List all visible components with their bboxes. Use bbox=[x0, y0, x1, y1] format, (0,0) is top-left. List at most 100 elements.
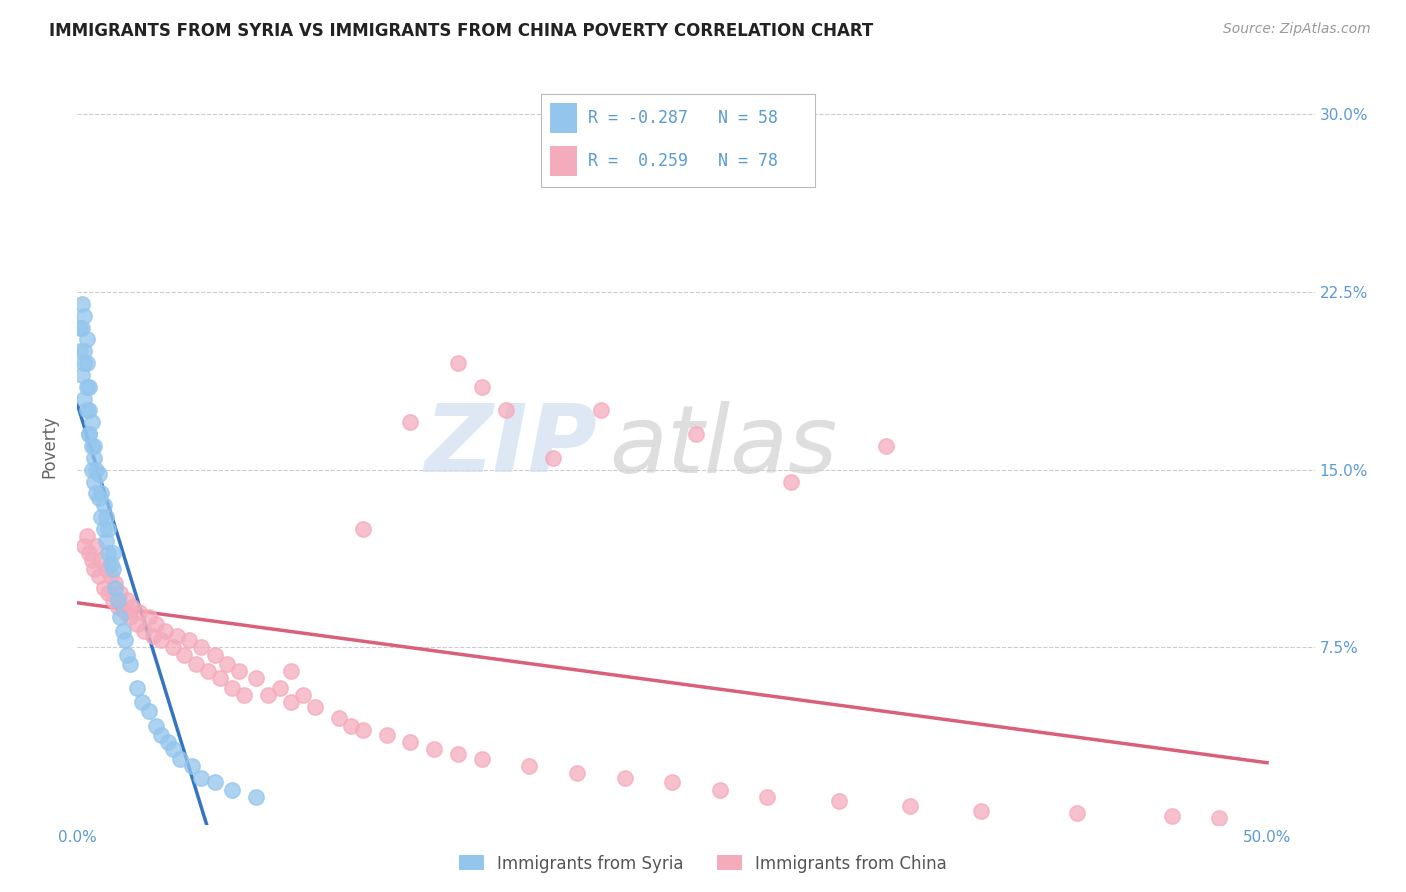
Point bbox=[80, 415, 103, 429]
Point bbox=[97, 586, 120, 600]
Point bbox=[280, 695, 302, 709]
Point bbox=[77, 403, 100, 417]
Point bbox=[162, 640, 184, 655]
Text: R = -0.287   N = 58: R = -0.287 N = 58 bbox=[588, 109, 778, 127]
Point bbox=[77, 427, 100, 442]
Point bbox=[145, 718, 167, 732]
Point bbox=[108, 609, 131, 624]
Point bbox=[162, 742, 184, 756]
Point bbox=[228, 664, 250, 678]
Point bbox=[328, 711, 350, 725]
Point bbox=[73, 392, 96, 406]
Point bbox=[117, 648, 139, 662]
Point bbox=[155, 624, 177, 638]
Point bbox=[80, 463, 103, 477]
FancyBboxPatch shape bbox=[550, 103, 576, 133]
Point bbox=[80, 439, 103, 453]
Point bbox=[245, 671, 267, 685]
Point bbox=[541, 450, 564, 465]
Point bbox=[131, 695, 153, 709]
Point bbox=[179, 633, 201, 648]
Point bbox=[94, 562, 117, 576]
Point bbox=[128, 605, 150, 619]
Point bbox=[898, 799, 921, 814]
Point bbox=[447, 747, 470, 761]
Point bbox=[108, 586, 131, 600]
Point bbox=[69, 320, 91, 334]
Point bbox=[101, 593, 124, 607]
Point bbox=[447, 356, 470, 370]
Point bbox=[90, 552, 112, 567]
Point bbox=[70, 320, 93, 334]
Point bbox=[138, 609, 160, 624]
Point bbox=[118, 609, 141, 624]
Point bbox=[83, 475, 105, 489]
Point bbox=[256, 688, 278, 702]
Y-axis label: Poverty: Poverty bbox=[41, 415, 59, 477]
Point bbox=[471, 752, 494, 766]
Point bbox=[1160, 808, 1182, 822]
Point bbox=[875, 439, 897, 453]
Point bbox=[149, 728, 172, 742]
Point bbox=[125, 616, 148, 631]
Point bbox=[77, 380, 100, 394]
Point bbox=[104, 581, 127, 595]
Point bbox=[169, 752, 191, 766]
Point bbox=[375, 728, 398, 742]
Point bbox=[69, 344, 91, 359]
Point bbox=[756, 789, 779, 804]
Point bbox=[118, 657, 141, 671]
Point bbox=[142, 628, 165, 642]
Point bbox=[93, 498, 115, 512]
Point bbox=[519, 759, 541, 773]
Point bbox=[156, 735, 179, 749]
Point bbox=[107, 600, 129, 615]
Point bbox=[100, 569, 122, 583]
Point bbox=[94, 533, 117, 548]
Point bbox=[114, 633, 136, 648]
FancyBboxPatch shape bbox=[550, 146, 576, 176]
Point bbox=[87, 569, 110, 583]
Point bbox=[86, 539, 108, 553]
Point bbox=[204, 648, 226, 662]
Text: R =  0.259   N = 78: R = 0.259 N = 78 bbox=[588, 153, 778, 170]
Point bbox=[685, 427, 707, 442]
Point bbox=[589, 403, 612, 417]
Text: atlas: atlas bbox=[609, 401, 838, 491]
Point bbox=[77, 427, 100, 442]
Point bbox=[145, 616, 167, 631]
Point bbox=[101, 546, 124, 560]
Point bbox=[209, 671, 232, 685]
Point bbox=[125, 681, 148, 695]
Point bbox=[76, 356, 98, 370]
Point bbox=[121, 600, 143, 615]
Point bbox=[197, 664, 219, 678]
Point bbox=[970, 804, 993, 818]
Point bbox=[97, 546, 120, 560]
Point bbox=[471, 380, 494, 394]
Point bbox=[221, 681, 243, 695]
Point bbox=[1066, 806, 1088, 821]
Point bbox=[204, 775, 226, 789]
Point bbox=[101, 562, 124, 576]
Point bbox=[709, 782, 731, 797]
Point bbox=[76, 380, 98, 394]
Point bbox=[70, 297, 93, 311]
Point bbox=[73, 309, 96, 323]
Point bbox=[87, 491, 110, 505]
Point bbox=[90, 486, 112, 500]
Point bbox=[111, 624, 134, 638]
Point bbox=[340, 718, 363, 732]
Point bbox=[73, 539, 96, 553]
Point bbox=[352, 723, 374, 738]
Point bbox=[828, 794, 851, 808]
Point bbox=[173, 648, 195, 662]
Point bbox=[269, 681, 291, 695]
Point bbox=[180, 759, 202, 773]
Point bbox=[107, 593, 129, 607]
Point bbox=[661, 775, 683, 789]
Point bbox=[97, 522, 120, 536]
Point bbox=[93, 522, 115, 536]
Point bbox=[73, 356, 96, 370]
Point bbox=[495, 403, 517, 417]
